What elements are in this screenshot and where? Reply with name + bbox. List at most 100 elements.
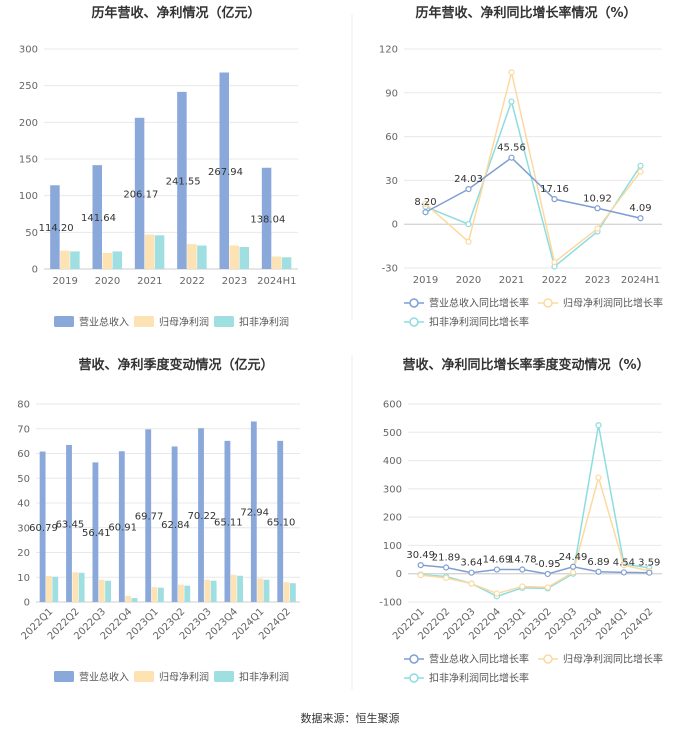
y-tick-label: 50 — [25, 228, 38, 239]
series-point — [417, 572, 424, 579]
y-tick-label: 100 — [19, 191, 38, 202]
legend-label: 归母净利润同比增长率 — [563, 297, 663, 310]
y-tick-label: 200 — [19, 118, 38, 129]
bar-net-profit — [187, 244, 197, 269]
series-point — [595, 474, 602, 481]
series-point — [544, 584, 551, 591]
legend-label: 归母净利润 — [159, 316, 209, 329]
bar-net-profit — [46, 576, 52, 602]
y-tick-label: 400 — [383, 456, 402, 467]
annual-growth-rate-chart: 历年营收、净利同比增长率情况（%） -30 0 30 60 90 120 2019 2020 20… — [379, 5, 663, 329]
bar-net-profit — [178, 584, 184, 602]
legend-marker — [543, 654, 553, 664]
series-point — [637, 215, 644, 222]
y-tick-label: 90 — [385, 88, 398, 99]
legend-label: 扣非净利润 — [239, 671, 289, 684]
x-tick-label: 2024H1 — [257, 276, 296, 287]
bar-value-label: 60.79 — [29, 523, 58, 534]
series-point — [620, 562, 628, 569]
series-point — [637, 162, 644, 169]
bar-deducted-profit — [52, 576, 59, 602]
legend-marker — [543, 298, 553, 308]
bar-revenue — [250, 421, 257, 602]
y-tick-label: 600 — [383, 400, 402, 411]
y-tick-label: 50 — [17, 474, 30, 485]
bar-revenue — [134, 117, 145, 269]
series-point — [544, 570, 551, 578]
y-tick-label: 20 — [17, 548, 30, 559]
bar-deducted-profit — [78, 572, 85, 602]
point-value-label: 24.49 — [559, 552, 588, 563]
bar-deducted-profit — [197, 245, 207, 269]
series-point — [594, 205, 601, 212]
legend-label: 归母净利润 — [159, 671, 209, 684]
chart-title: 历年营收、净利同比增长率情况（%） — [415, 5, 636, 21]
bar-revenue — [219, 72, 229, 269]
bar-net-profit — [283, 582, 290, 602]
x-tick-label: 2020 — [456, 275, 481, 286]
y-tick-label: 0 — [24, 598, 30, 609]
quarterly-revenue-profit-chart: 营收、净利季度变动情况（亿元）010203040506070802022Q120… — [17, 357, 300, 684]
y-tick-label: 10 — [17, 573, 30, 584]
series-point — [465, 221, 472, 228]
bar-deducted-profit — [210, 580, 217, 602]
series-point — [508, 154, 515, 161]
y-tick-label: 500 — [383, 428, 402, 439]
bar-value-label: 267.94 — [208, 167, 243, 178]
y-tick-label: 300 — [19, 45, 38, 56]
legend-marker — [409, 673, 419, 683]
bar-value-label: 65.11 — [214, 517, 243, 528]
legend-swatch — [54, 316, 74, 327]
series-point — [468, 580, 475, 587]
x-tick-label: 2020 — [95, 276, 120, 287]
bar-revenue — [66, 444, 72, 602]
x-tick-label: 2023 — [222, 276, 247, 287]
point-value-label: 10.92 — [583, 193, 612, 204]
legend-marker — [409, 317, 419, 327]
bar-value-label: 60.91 — [108, 523, 137, 534]
bar-value-label: 114.20 — [39, 223, 74, 234]
series-point — [519, 566, 526, 573]
bar-deducted-profit — [154, 235, 165, 269]
legend-marker — [409, 298, 419, 308]
bar-revenue — [50, 185, 60, 269]
bar-revenue — [118, 451, 125, 602]
series-point — [508, 98, 515, 105]
x-tick-label: 2022 — [179, 276, 204, 287]
y-tick-label: 60 — [17, 449, 30, 460]
series-point — [637, 168, 644, 175]
y-tick-label: 40 — [17, 499, 30, 510]
bar-deducted-profit — [237, 575, 244, 602]
legend-marker — [409, 654, 419, 664]
data-source-label: 数据来源：恒生聚源 — [301, 711, 400, 725]
bar-net-profit — [257, 578, 264, 602]
bar-revenue — [145, 429, 152, 602]
y-tick-label: 60 — [385, 132, 398, 143]
bar-net-profit — [72, 572, 79, 602]
y-tick-label: 120 — [379, 45, 398, 56]
point-value-label: 24.03 — [454, 174, 483, 185]
bar-net-profit — [98, 579, 105, 602]
bar-revenue — [39, 451, 46, 602]
y-tick-label: 0 — [32, 265, 38, 276]
legend-label: 扣非净利润同比增长率 — [429, 316, 529, 329]
x-tick-label: 2024H1 — [621, 275, 660, 286]
bar-revenue — [198, 428, 204, 602]
bar-value-label: 70.22 — [188, 511, 217, 522]
bar-deducted-profit — [184, 585, 191, 602]
y-tick-label: 70 — [17, 424, 30, 435]
y-tick-label: 0 — [392, 220, 398, 231]
bar-deducted-profit — [105, 580, 112, 602]
series-point — [551, 196, 558, 203]
bar-value-label: 63.45 — [56, 519, 85, 530]
series-point — [519, 583, 526, 590]
point-value-label: -0.95 — [535, 559, 561, 570]
legend-swatch — [134, 316, 154, 327]
bar-value-label: 72.94 — [240, 508, 269, 519]
quarterly-growth-rate-chart: 营收、净利同比增长率季度变动情况（%） -100 0 100 200 300 400 500 6… — [379, 357, 663, 685]
bar-revenue — [92, 165, 102, 269]
legend-swatch — [214, 316, 234, 327]
series-line-0 — [420, 564, 650, 575]
bar-net-profit — [271, 256, 282, 269]
